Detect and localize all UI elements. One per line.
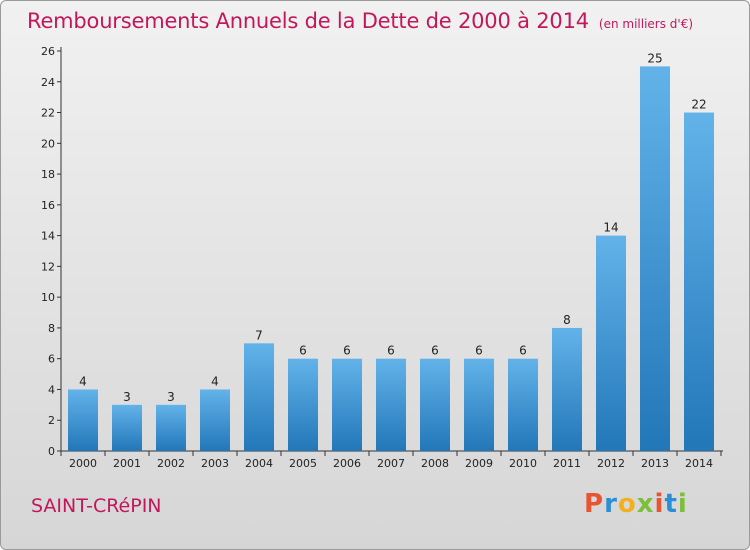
- data-label-2008: 6: [431, 344, 439, 358]
- y-tick-label: 12: [41, 260, 55, 273]
- y-tick-label: 16: [41, 199, 55, 212]
- y-tick-label: 2: [48, 414, 55, 427]
- x-tick-label-2012: 2012: [597, 457, 625, 470]
- x-tick-label-2010: 2010: [509, 457, 537, 470]
- bar-2007: [376, 358, 406, 451]
- x-tick-label-2003: 2003: [201, 457, 229, 470]
- x-tick-label-2006: 2006: [333, 457, 361, 470]
- x-tick-label-2011: 2011: [553, 457, 581, 470]
- data-label-2006: 6: [343, 344, 351, 358]
- y-tick-label: 18: [41, 168, 55, 181]
- bar-2001: [112, 404, 142, 451]
- data-label-2013: 25: [647, 51, 662, 65]
- y-tick-label: 14: [41, 230, 55, 243]
- data-label-2003: 4: [211, 374, 219, 388]
- data-label-2012: 14: [603, 221, 618, 235]
- bar-2008: [420, 358, 450, 451]
- x-tick-label-2002: 2002: [157, 457, 185, 470]
- bar-2012: [596, 235, 626, 451]
- x-tick-label-2000: 2000: [69, 457, 97, 470]
- logo-letter: r: [604, 489, 618, 519]
- data-label-2009: 6: [475, 344, 483, 358]
- bar-2005: [288, 358, 318, 451]
- bar-2000: [68, 389, 98, 451]
- y-tick-label: 20: [41, 137, 55, 150]
- bar-2009: [464, 358, 494, 451]
- bar-2006: [332, 358, 362, 451]
- data-label-2005: 6: [299, 344, 307, 358]
- data-label-2011: 8: [563, 313, 571, 327]
- y-tick-label: 6: [48, 353, 55, 366]
- logo-letter: i: [654, 489, 665, 519]
- bar-2004: [244, 343, 274, 451]
- x-tick-label-2008: 2008: [421, 457, 449, 470]
- data-label-2010: 6: [519, 344, 527, 358]
- y-tick-label: 4: [48, 383, 55, 396]
- x-tick-label-2007: 2007: [377, 457, 405, 470]
- logo-letter: i: [677, 489, 688, 519]
- y-tick-label: 8: [48, 322, 55, 335]
- chart-title-text: Remboursements Annuels de la Dette de 20…: [27, 9, 589, 33]
- y-tick-label: 0: [48, 445, 55, 458]
- x-tick-label-2004: 2004: [245, 457, 273, 470]
- data-label-2001: 3: [123, 390, 131, 404]
- bar-2014: [684, 112, 714, 452]
- data-label-2007: 6: [387, 344, 395, 358]
- bar-2011: [552, 327, 582, 451]
- y-tick-label: 22: [41, 107, 55, 120]
- x-tick-label-2014: 2014: [685, 457, 713, 470]
- bar-2013: [640, 66, 670, 451]
- data-label-2000: 4: [79, 374, 87, 388]
- chart-title: Remboursements Annuels de la Dette de 20…: [27, 9, 693, 33]
- y-tick-label: 10: [41, 291, 55, 304]
- x-tick-label-2009: 2009: [465, 457, 493, 470]
- y-tick-label: 26: [41, 45, 55, 58]
- data-label-2002: 3: [167, 390, 175, 404]
- bar-2003: [200, 389, 230, 451]
- logo-letter: o: [617, 489, 637, 519]
- bar-2002: [156, 404, 186, 451]
- x-tick-label-2005: 2005: [289, 457, 317, 470]
- x-tick-label-2013: 2013: [641, 457, 669, 470]
- x-tick-label-2001: 2001: [113, 457, 141, 470]
- bar-2010: [508, 358, 538, 451]
- logo-letter: P: [584, 489, 605, 519]
- data-label-2004: 7: [255, 328, 263, 342]
- data-label-2014: 22: [691, 98, 706, 112]
- commune-name: SAINT-CRéPIN: [31, 495, 162, 517]
- chart-unit: (en milliers d'€): [598, 17, 694, 31]
- logo-letter: t: [664, 489, 678, 519]
- y-tick-label: 24: [41, 76, 55, 89]
- proxiti-logo: Proxiti: [584, 489, 688, 519]
- logo-letter: x: [636, 489, 655, 519]
